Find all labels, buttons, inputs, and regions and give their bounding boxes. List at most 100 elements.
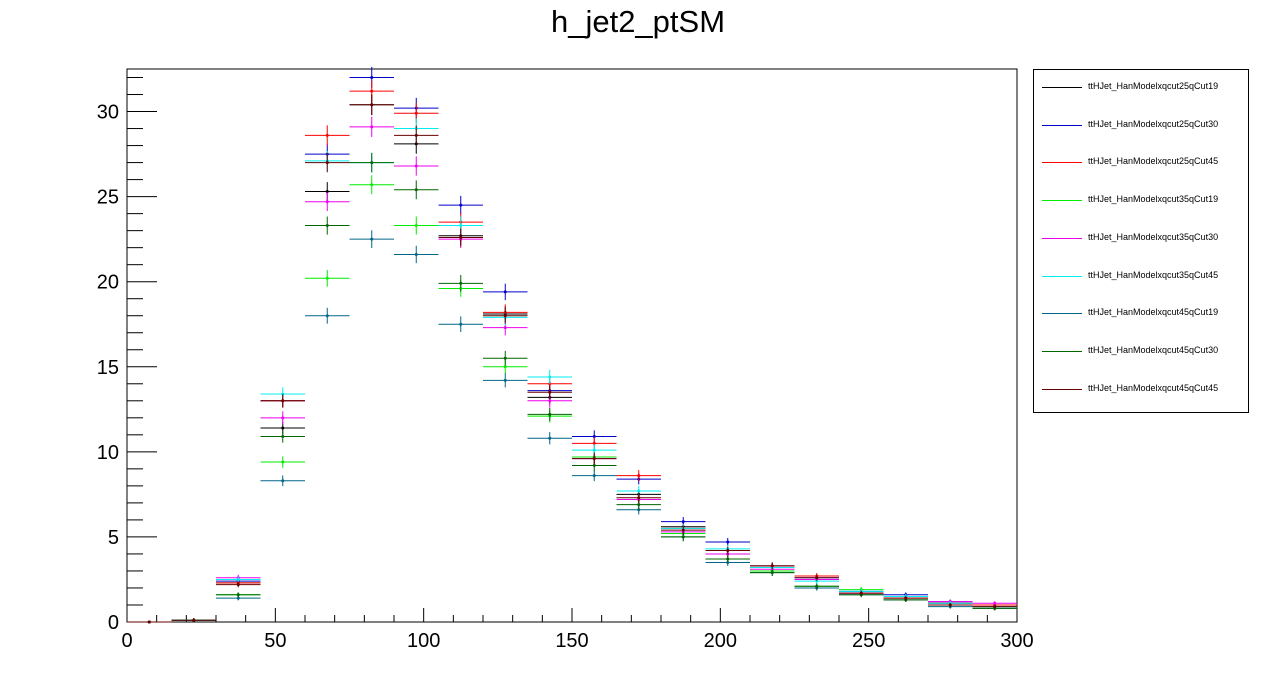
data-point	[592, 441, 596, 445]
data-point	[637, 503, 641, 507]
data-point	[548, 399, 552, 403]
legend-swatch	[1042, 237, 1082, 239]
data-point	[993, 601, 997, 605]
data-point	[325, 224, 329, 228]
x-tick-label: 300	[1000, 630, 1033, 652]
data-point	[370, 161, 374, 165]
data-point	[503, 290, 507, 294]
data-point	[904, 596, 908, 600]
legend-swatch	[1042, 388, 1082, 390]
series-ttHJet_HanModelxqcut35qCut30	[127, 116, 1017, 624]
data-point	[592, 435, 596, 439]
legend-label: ttHJet_HanModelxqcut25qCut19	[1088, 81, 1219, 91]
data-point	[281, 460, 285, 464]
data-point	[281, 435, 285, 439]
data-point	[637, 508, 641, 512]
data-point	[459, 224, 463, 228]
series-ttHJet_HanModelxqcut25qCut19	[127, 94, 1017, 624]
legend-label: ttHJet_HanModelxqcut35qCut45	[1088, 269, 1219, 280]
data-point	[414, 252, 418, 256]
y-tick-label: 5	[108, 527, 119, 549]
legend-entry: ttHJet_HanModelxqcut35qCut30	[1034, 229, 1248, 249]
legend-swatch	[1042, 124, 1082, 126]
data-point	[503, 378, 507, 382]
y-tick-label: 0	[108, 612, 119, 634]
data-point	[236, 593, 240, 597]
data-point	[859, 591, 863, 595]
data-point	[548, 390, 552, 394]
data-point	[548, 412, 552, 416]
legend-swatch	[1042, 87, 1082, 88]
data-point	[459, 203, 463, 207]
data-point	[726, 557, 730, 561]
data-point	[681, 535, 685, 539]
legend-swatch	[1042, 200, 1082, 202]
legend-entry: ttHJet_HanModelxqcut25qCut45	[1034, 153, 1248, 173]
legend-swatch	[1042, 162, 1082, 164]
data-point	[815, 584, 819, 588]
legend-label: ttHJet_HanModelxqcut45qCut19	[1088, 307, 1219, 318]
data-point	[592, 448, 596, 452]
x-tick-label: 50	[264, 630, 286, 652]
legend-entry: ttHJet_HanModelxqcut35qCut19	[1034, 191, 1248, 211]
y-tick-label: 15	[97, 357, 119, 379]
x-tick-label: 250	[852, 630, 885, 652]
legend-label: ttHJet_HanModelxqcut35qCut19	[1088, 194, 1219, 205]
data-point	[815, 576, 819, 580]
data-point	[236, 583, 240, 587]
data-point	[325, 133, 329, 137]
y-axis: 0 5 10 15 20 25 30	[97, 77, 157, 634]
data-point	[548, 436, 552, 440]
data-point	[637, 496, 641, 500]
data-point	[815, 579, 819, 583]
data-point	[459, 281, 463, 285]
data-point	[370, 76, 374, 80]
series-ttHJet_HanModelxqcut45qCut45	[127, 94, 1017, 624]
x-tick-label: 100	[407, 630, 440, 652]
series-ttHJet_HanModelxqcut25qCut30	[127, 66, 1017, 624]
data-point	[325, 161, 329, 165]
legend-entry: ttHJet_HanModelxqcut45qCut30	[1034, 342, 1248, 362]
data-point	[503, 314, 507, 318]
chart-title: h_jet2_ptSM	[550, 4, 726, 39]
data-point	[637, 474, 641, 478]
data-point	[681, 528, 685, 532]
legend-label: ttHJet_HanModelxqcut35qCut30	[1088, 231, 1219, 242]
y-tick-label: 20	[97, 272, 119, 294]
data-point	[414, 188, 418, 192]
legend-entry: ttHJet_HanModelxqcut35qCut45	[1034, 267, 1248, 287]
data-point	[325, 314, 329, 318]
data-point	[726, 540, 730, 544]
legend-label: ttHJet_HanModelxqcut45qCut45	[1088, 382, 1219, 393]
legend-swatch	[1042, 275, 1082, 277]
series-ttHJet_HanModelxqcut25qCut45	[127, 80, 1017, 624]
x-axis: 0 50 100 150 200 250 300	[121, 608, 1034, 652]
data-point	[370, 103, 374, 107]
data-point	[726, 549, 730, 553]
data-point	[281, 426, 285, 430]
legend-entry: ttHJet_HanModelxqcut45qCut19	[1034, 304, 1248, 324]
y-tick-label: 30	[97, 102, 119, 124]
data-point	[637, 489, 641, 493]
data-point	[414, 164, 418, 168]
data-point	[281, 416, 285, 420]
data-point	[592, 463, 596, 467]
data-point	[770, 564, 774, 568]
data-point	[370, 237, 374, 241]
legend-label: ttHJet_HanModelxqcut25qCut45	[1088, 156, 1219, 167]
legend-swatch	[1042, 350, 1082, 352]
data-point	[503, 356, 507, 360]
legend-entry: ttHJet_HanModelxqcut45qCut45	[1034, 380, 1248, 400]
data-point	[281, 399, 285, 403]
data-point	[770, 571, 774, 575]
y-tick-label: 25	[97, 187, 119, 209]
legend-label: ttHJet_HanModelxqcut45qCut30	[1088, 344, 1219, 355]
data-point	[414, 224, 418, 228]
data-point	[325, 190, 329, 194]
data-point	[370, 125, 374, 129]
series-ttHJet_HanModelxqcut35qCut45	[127, 118, 1017, 624]
data-point	[236, 596, 240, 600]
data-point	[459, 322, 463, 326]
data-point	[370, 89, 374, 93]
data-point	[948, 603, 952, 607]
